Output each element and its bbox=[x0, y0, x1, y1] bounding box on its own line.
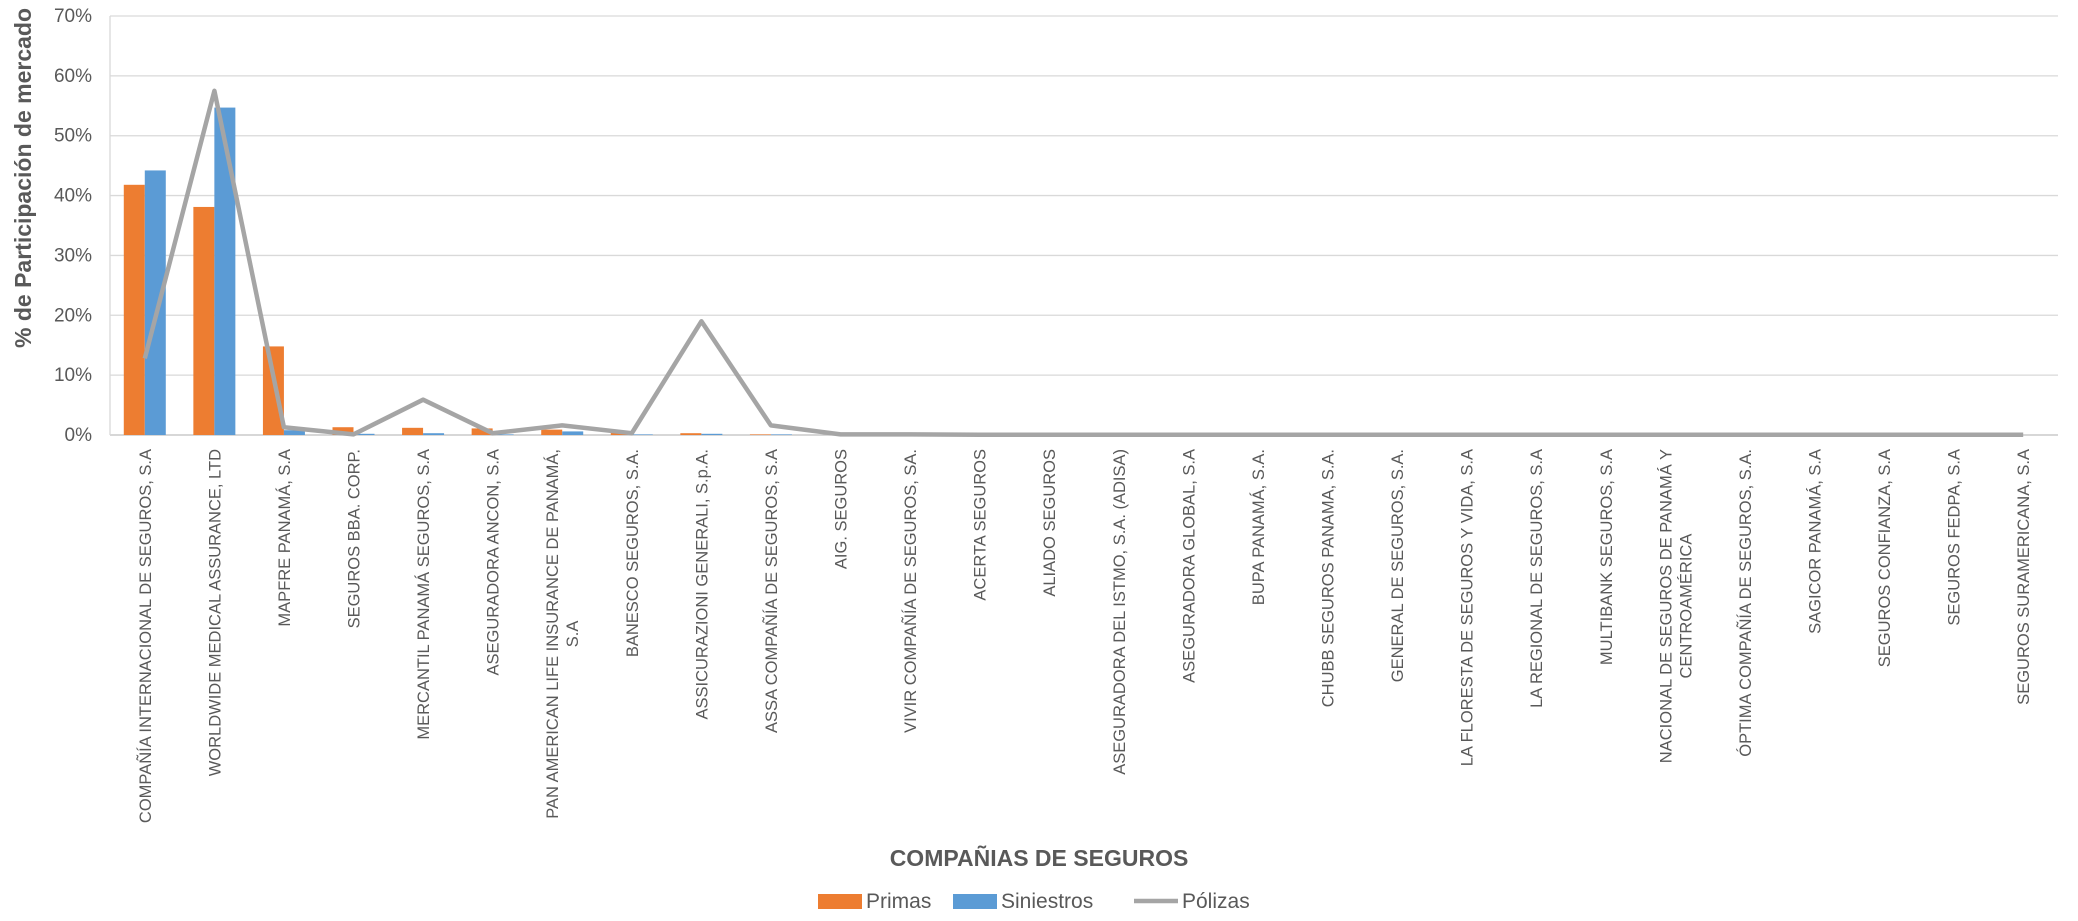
x-category-label: ALIADO SEGUROS bbox=[1041, 449, 1059, 597]
y-tick-label: 30% bbox=[54, 245, 92, 266]
x-category-label: CENTROAMÉRICA bbox=[1676, 534, 1695, 679]
y-tick-label: 10% bbox=[54, 365, 92, 386]
bar-primas bbox=[123, 184, 145, 435]
y-axis-title: % de Participación de mercado bbox=[10, 8, 36, 348]
polizas-line bbox=[142, 88, 2024, 437]
x-category-label: LA FLORESTA DE SEGUROS Y VIDA, S.A bbox=[1459, 449, 1477, 766]
y-tick-label: 50% bbox=[54, 126, 92, 147]
x-axis-title: COMPAÑIAS DE SEGUROS bbox=[890, 844, 1189, 871]
legend: Primas Siniestros Pólizas bbox=[818, 890, 1250, 913]
bar-siniestros bbox=[423, 433, 445, 435]
x-category-label: NACIONAL DE SEGUROS DE PANAMÁ Y bbox=[1656, 449, 1675, 763]
bar-siniestros bbox=[492, 434, 514, 435]
x-category-label: BANESCO SEGUROS, S.A. bbox=[624, 449, 642, 657]
x-category-label: BUPA PANAMÁ, S.A. bbox=[1249, 449, 1268, 605]
x-category-label: ASEGURADORA DEL ISTMO, S.A. (ADISA) bbox=[1111, 449, 1129, 775]
x-axis-categories: COMPAÑÍA INTERNACIONAL DE SEGUROS, S.A WO… bbox=[135, 449, 2033, 823]
x-category-label: ASSA COMPAÑÍA DE SEGUROS, S.A bbox=[761, 449, 781, 733]
bar-siniestros bbox=[562, 431, 584, 435]
bar-primas bbox=[471, 428, 493, 435]
x-category-label: COMPAÑÍA INTERNACIONAL DE SEGUROS, S.A bbox=[135, 449, 155, 823]
x-category-label: VIVIR COMPAÑÍA DE SEGUROS, SA. bbox=[900, 449, 920, 733]
bar-siniestros bbox=[631, 434, 653, 435]
x-category-label: MERCANTIL PANAMÁ SEGUROS, S.A bbox=[414, 449, 433, 740]
x-category-label: SEGUROS FEDPA, S.A bbox=[1946, 449, 1964, 626]
legend-label-polizas: Pólizas bbox=[1182, 890, 1250, 913]
x-category-label: SEGUROS SURAMERICANA, S.A bbox=[2015, 449, 2033, 705]
legend-label-siniestros: Siniestros bbox=[1001, 890, 1093, 913]
bar-primas bbox=[402, 427, 424, 435]
x-category-label: ÓPTIMA COMPAÑÍA DE SEGUROS, S.A. bbox=[1735, 449, 1755, 757]
polizas-line-layer bbox=[142, 88, 2024, 437]
y-tick-label: 0% bbox=[65, 425, 93, 446]
bar-siniestros bbox=[283, 430, 305, 435]
x-category-label: S.A bbox=[564, 621, 582, 648]
x-category-label: CHUBB SEGUROS PANAMA, S.A. bbox=[1320, 449, 1338, 707]
gridlines bbox=[109, 15, 2058, 436]
y-tick-label: 20% bbox=[54, 305, 92, 326]
x-category-label: ACERTA SEGUROS bbox=[972, 449, 990, 601]
x-category-label: AIG. SEGUROS bbox=[833, 449, 851, 569]
bar-primas bbox=[541, 429, 563, 435]
bar-siniestros bbox=[701, 433, 723, 435]
bar-siniestros bbox=[144, 170, 166, 435]
bar-primas bbox=[749, 434, 771, 435]
bar-primas bbox=[193, 206, 215, 435]
x-category-label: WORLDWIDE MEDICAL ASSURANCE, LTD bbox=[206, 449, 224, 776]
legend-label-primas: Primas bbox=[866, 890, 931, 913]
bars bbox=[123, 107, 792, 436]
x-category-label: SEGUROS BBA. CORP. bbox=[346, 449, 364, 628]
x-category-label: MULTIBANK SEGUROS, S.A bbox=[1598, 449, 1616, 665]
x-category-label: MAPFRE PANAMÁ, S.A bbox=[275, 449, 294, 627]
x-category-label: SEGUROS CONFIANZA, S.A bbox=[1876, 449, 1894, 667]
y-tick-label: 60% bbox=[54, 66, 92, 87]
legend-swatch-primas bbox=[818, 894, 862, 909]
x-category-label: ASEGURADORA GLOBAL, S.A bbox=[1180, 449, 1198, 683]
legend-swatch-siniestros bbox=[953, 894, 997, 909]
x-category-label: GENERAL DE SEGUROS, S.A. bbox=[1389, 449, 1407, 682]
x-category-label: ASSICURAZIONI GENERALI, S.p.A. bbox=[693, 449, 711, 720]
x-category-label: LA REGIONAL DE SEGUROS, S.A bbox=[1528, 449, 1546, 708]
y-tick-label: 70% bbox=[54, 6, 92, 27]
bar-siniestros bbox=[770, 434, 792, 435]
bar-primas bbox=[680, 433, 702, 435]
bar-siniestros bbox=[353, 433, 375, 435]
bar-siniestros bbox=[214, 107, 236, 436]
x-category-label: PAN AMERICAN LIFE INSURANCE DE PANAMÁ, bbox=[543, 449, 562, 819]
x-category-label: ASEGURADORA ANCON, S.A bbox=[485, 449, 503, 675]
y-tick-label: 40% bbox=[54, 186, 92, 207]
y-axis-ticks: 0% 10% 20% 30% 40% 50% 60% 70% bbox=[54, 6, 92, 446]
x-category-label: SAGICOR PANAMÁ, S.A bbox=[1806, 449, 1825, 634]
